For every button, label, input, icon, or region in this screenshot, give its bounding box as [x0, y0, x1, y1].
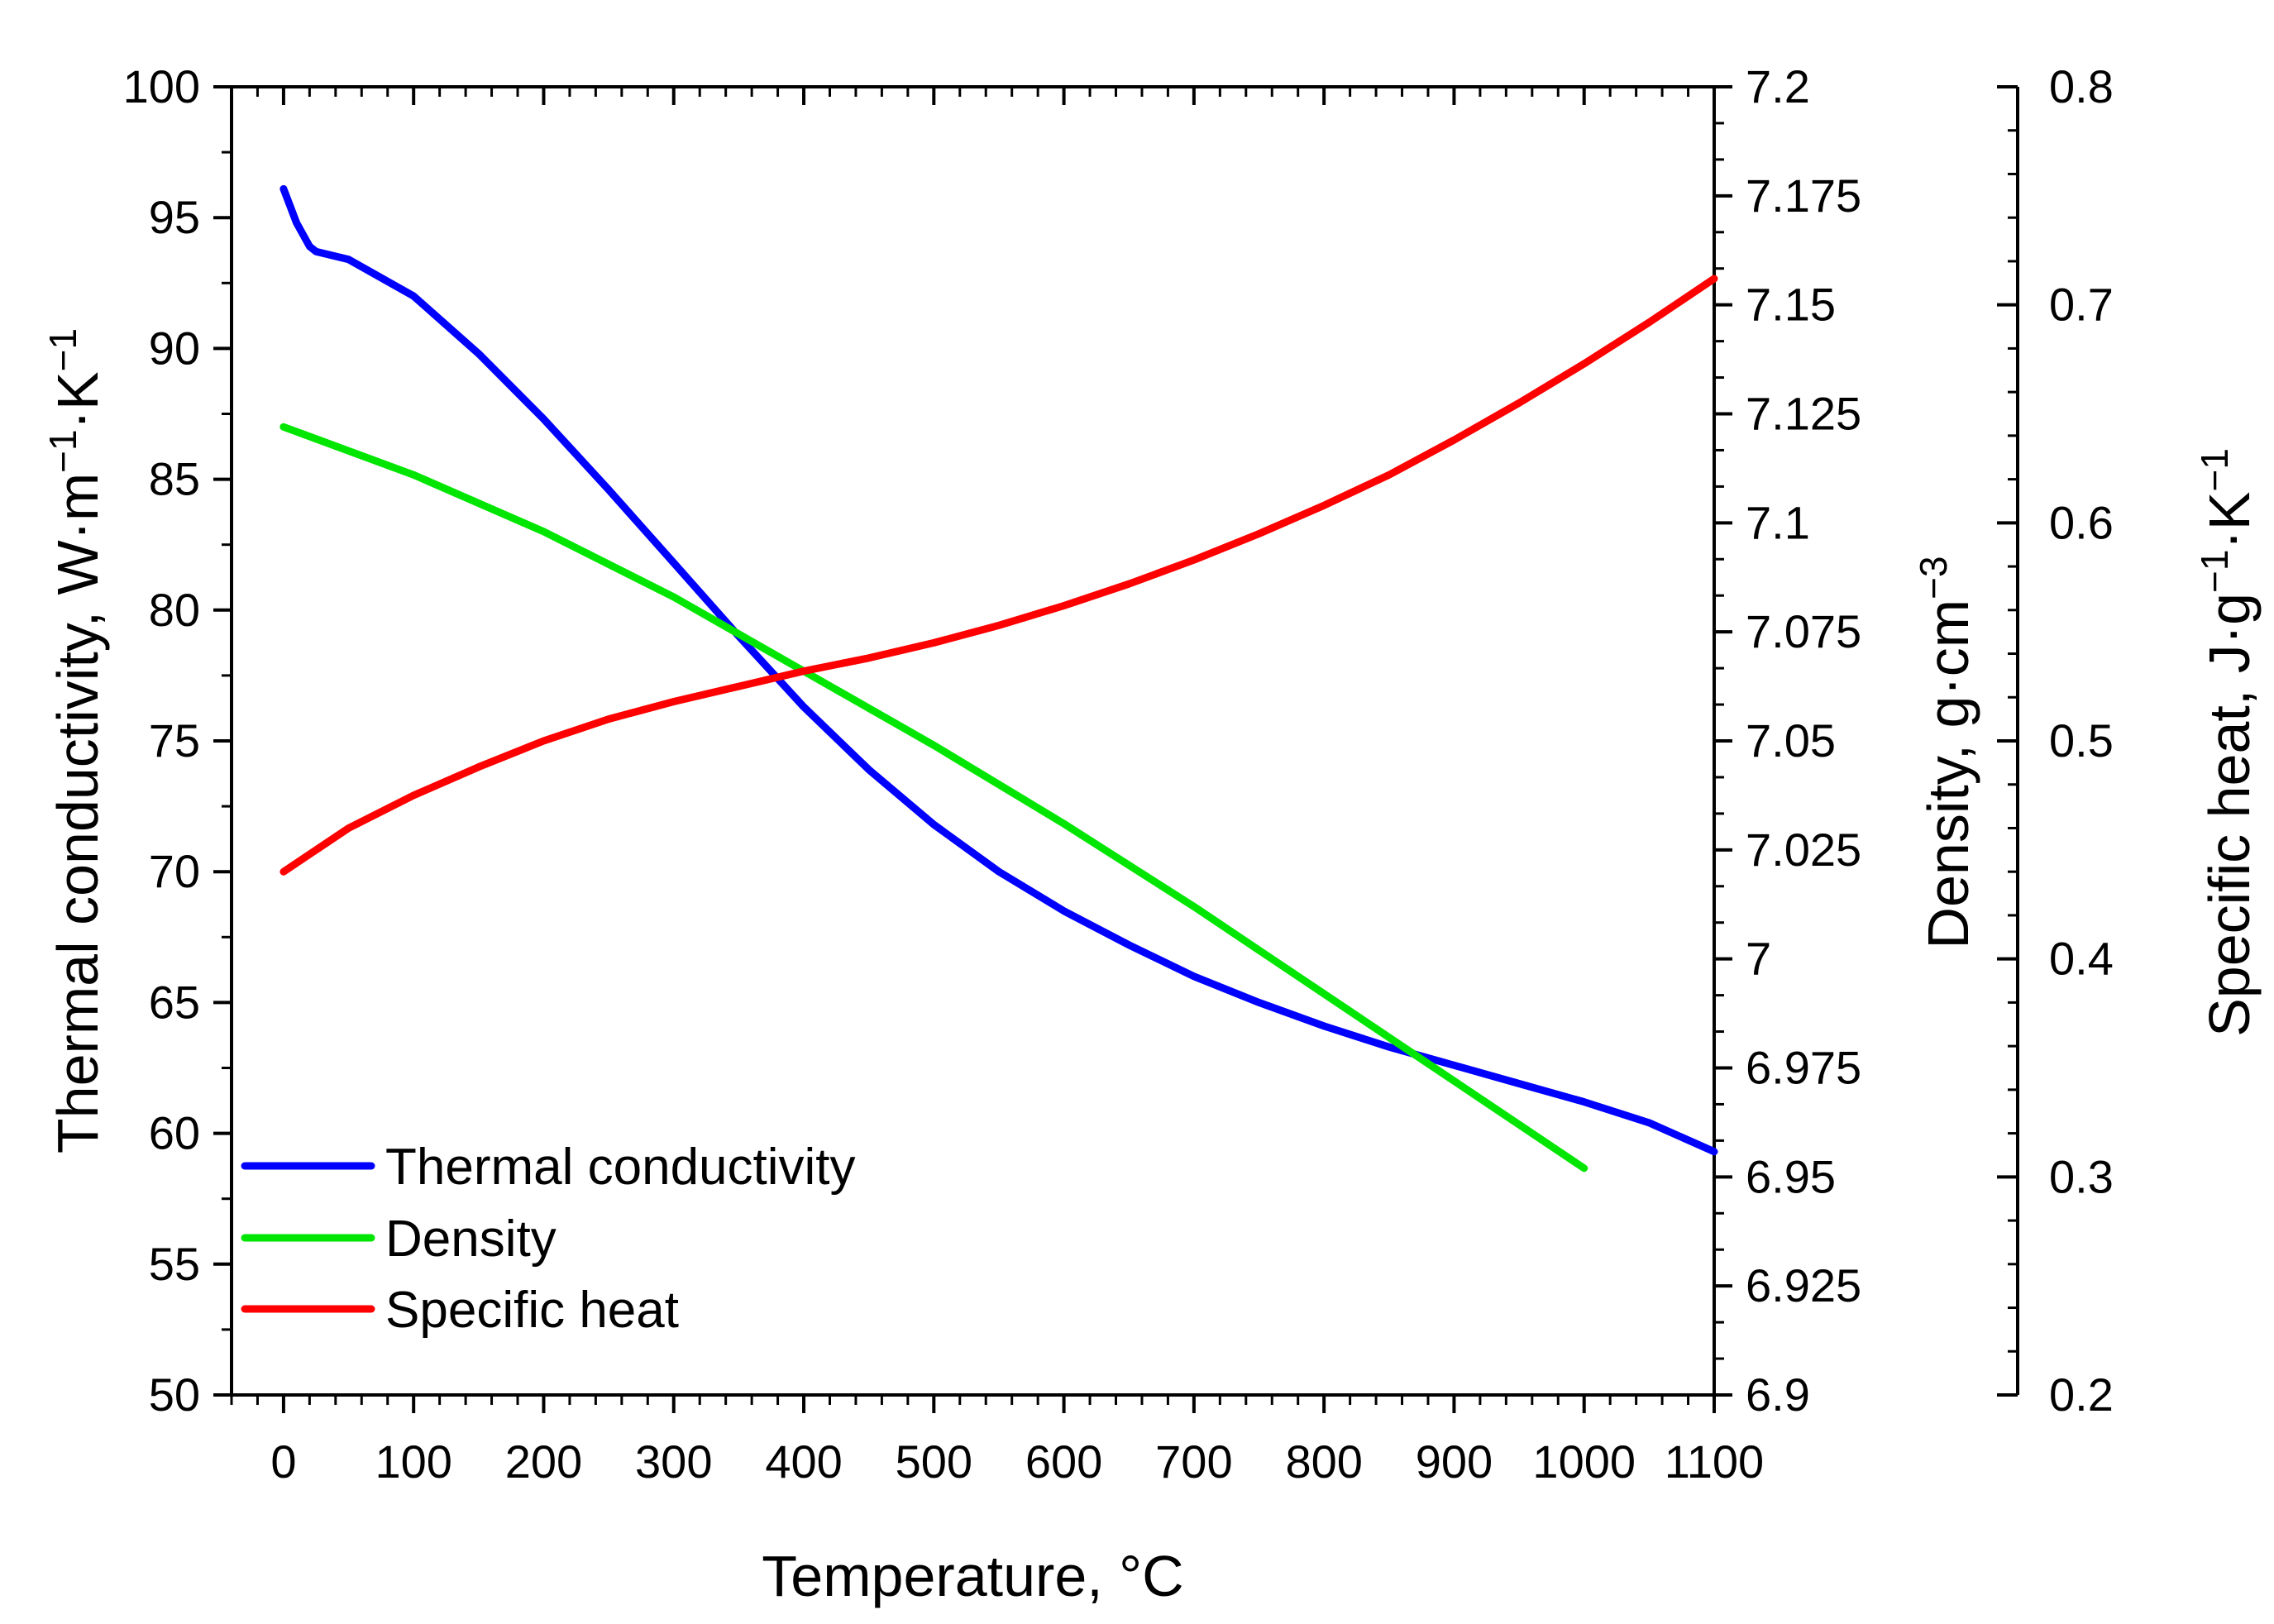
y1-tick-label: 100 [123, 60, 200, 112]
y2-tick-label: 7.125 [1746, 388, 1861, 440]
y1-tick-label: 60 [149, 1107, 200, 1159]
legend-label: Density [385, 1211, 557, 1268]
y2-tick-label: 6.95 [1746, 1150, 1836, 1202]
x-axis-title: Temperature, °C [762, 1544, 1183, 1608]
density-axis-title: Density, g·cm−3 [1912, 556, 1980, 948]
y2-tick-label: 7.175 [1746, 170, 1861, 222]
x-tick-label: 300 [635, 1435, 712, 1488]
x-tick-label: 1100 [1665, 1435, 1764, 1488]
y1-tick-label: 55 [149, 1238, 200, 1290]
y3-tick-label: 0.2 [2049, 1368, 2114, 1421]
x-tick-label: 200 [505, 1435, 582, 1488]
thermal-conductivity-axis: 50 55 60 65 70 75 80 85 90 95 100 [123, 60, 232, 1421]
y2-tick-label: 7 [1746, 933, 1771, 985]
thermal-conductivity-axis-title: Thermal conductivity, W·m−1·K−1 [41, 328, 110, 1154]
y2-tick-label: 7.025 [1746, 824, 1861, 876]
y1-tick-label: 70 [149, 845, 200, 897]
y3-tick-label: 0.5 [2049, 714, 2114, 767]
y1-tick-label: 85 [149, 453, 200, 505]
y3-tick-label: 0.8 [2049, 60, 2114, 112]
x-tick-label: 0 [270, 1435, 296, 1488]
y2-tick-label: 7.05 [1746, 714, 1836, 767]
y1-tick-label: 95 [149, 191, 200, 243]
specific-heat-axis: 0.2 0.3 0.4 0.5 0.6 0.7 0.8 [1997, 60, 2114, 1421]
y2-tick-label: 6.975 [1746, 1042, 1861, 1094]
y2-tick-label: 7.1 [1746, 496, 1810, 548]
specific-heat-line [279, 275, 1718, 876]
y3-tick-label: 0.6 [2049, 496, 2114, 548]
y2-tick-label: 6.9 [1746, 1368, 1810, 1421]
y1-tick-label: 80 [149, 584, 200, 636]
y1-tick-label: 65 [149, 976, 200, 1028]
legend: Thermal conductivity Density Specific heat [241, 1139, 856, 1339]
density-line [279, 423, 1588, 1173]
y3-tick-label: 0.4 [2049, 933, 2114, 985]
y1-tick-label: 50 [149, 1368, 200, 1421]
legend-label: Specific heat [385, 1282, 679, 1339]
legend-label: Thermal conductivity [385, 1139, 856, 1196]
y1-tick-label: 75 [149, 714, 200, 767]
x-tick-label: 600 [1025, 1435, 1102, 1488]
x-tick-label: 1000 [1532, 1435, 1636, 1488]
x-tick-label: 400 [765, 1435, 842, 1488]
x-tick-label: 700 [1155, 1435, 1232, 1488]
density-axis: 6.9 6.925 6.95 6.975 7 7.025 7.05 7.075 7.1 7.125… [1714, 60, 1861, 1421]
specific-heat-axis-title: Specific heat, J·g−1·K−1 [2193, 448, 2262, 1037]
x-tick-label: 900 [1416, 1435, 1493, 1488]
y1-tick-label: 90 [149, 322, 200, 374]
x-tick-label: 800 [1285, 1435, 1362, 1488]
y2-tick-label: 7.075 [1746, 605, 1861, 657]
thermal-conductivity-line [279, 184, 1718, 1156]
y2-tick-label: 7.15 [1746, 279, 1836, 331]
y3-tick-label: 0.7 [2049, 279, 2114, 331]
x-tick-label: 100 [375, 1435, 451, 1488]
x-tick-label: 500 [896, 1435, 972, 1488]
series-layer [279, 184, 1718, 1173]
y2-tick-label: 6.925 [1746, 1259, 1861, 1311]
y2-tick-label: 7.2 [1746, 60, 1810, 112]
x-axis: 0 100 200 300 400 500 600 700 800 900 1000 1100 [230, 87, 1764, 1488]
y3-tick-label: 0.3 [2049, 1150, 2114, 1202]
